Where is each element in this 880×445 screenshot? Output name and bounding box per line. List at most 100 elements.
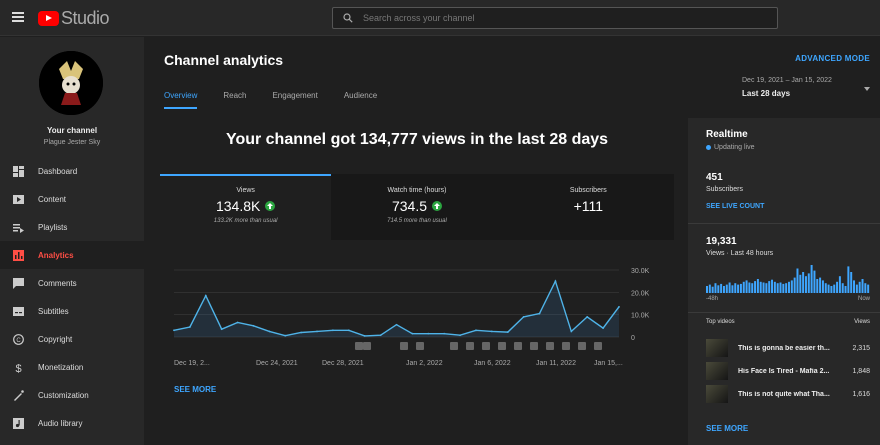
- x-tick-label: Jan 11, 2022: [536, 360, 576, 367]
- sidebar-item-customization[interactable]: Customization: [0, 381, 144, 409]
- metric-label: Subscribers: [569, 187, 607, 194]
- realtime-bar: [739, 283, 742, 293]
- metric-card-views[interactable]: Views 134.8K 133.2K more than usual: [160, 174, 332, 240]
- x-tick-label: Dec 28, 2021: [322, 360, 364, 367]
- data-point: [459, 334, 461, 337]
- advanced-mode-button[interactable]: ADVANCED MODE: [795, 54, 870, 63]
- realtime-bar: [796, 268, 799, 293]
- playlists-icon: [12, 221, 24, 233]
- data-point: [522, 316, 525, 318]
- realtime-bar: [844, 286, 847, 293]
- data-point: [427, 332, 430, 335]
- realtime-subscribers: 451: [706, 172, 723, 183]
- y-tick-label: 20.0K: [631, 290, 650, 297]
- realtime-bar-chart: [706, 265, 870, 293]
- views-line-chart[interactable]: 30.0K 20.0K 10.0K 0 Dec 19, 2... Dec 24, 2021…: [164, 262, 664, 372]
- sidebar-item-label: Analytics: [38, 250, 74, 260]
- tab-overview[interactable]: Overview: [164, 91, 198, 109]
- video-marker-icon: [546, 342, 554, 350]
- sidebar-item-content[interactable]: Content: [0, 185, 144, 213]
- studio-logo[interactable]: Studio: [38, 8, 110, 28]
- x-tick-label: Jan 6, 2022: [474, 360, 511, 367]
- metric-value-row: +111: [503, 198, 674, 214]
- realtime-bar: [836, 281, 839, 293]
- sidebar-item-playlists[interactable]: Playlists: [0, 213, 144, 241]
- see-live-count-link[interactable]: SEE LIVE COUNT: [706, 203, 765, 210]
- y-tick-label: 0: [631, 335, 635, 342]
- video-title: This is gonna be easier th...: [738, 344, 830, 352]
- realtime-bar: [742, 281, 745, 293]
- video-marker-icon: [578, 342, 586, 350]
- video-title: His Face Is Tired - Mafia 2...: [738, 367, 830, 375]
- channel-avatar[interactable]: [39, 51, 103, 115]
- chevron-down-icon[interactable]: [864, 87, 870, 91]
- data-point: [363, 334, 366, 337]
- realtime-title: Realtime: [706, 129, 748, 140]
- realtime-bar: [751, 283, 754, 293]
- tab-engagement[interactable]: Engagement: [272, 91, 318, 100]
- sidebar-item-monetization[interactable]: $ Monetization: [0, 353, 144, 381]
- video-views: 2,315: [852, 344, 870, 352]
- realtime-bar: [737, 284, 740, 293]
- realtime-bar: [841, 283, 844, 293]
- realtime-bar: [819, 277, 822, 293]
- menu-icon[interactable]: [12, 12, 24, 22]
- metric-card-watch-time[interactable]: Watch time (hours) 734.5 714.5 more than…: [331, 174, 503, 240]
- customization-icon: [12, 389, 24, 401]
- sidebar-item-subtitles[interactable]: Subtitles: [0, 297, 144, 325]
- realtime-bar: [850, 272, 853, 293]
- sidebar-item-comments[interactable]: Comments: [0, 269, 144, 297]
- search-input[interactable]: [363, 13, 743, 23]
- sidebar-item-analytics[interactable]: Analytics: [0, 241, 144, 269]
- sidebar-item-audio-library[interactable]: Audio library: [0, 409, 144, 437]
- realtime-see-more-link[interactable]: SEE MORE: [706, 424, 749, 433]
- axis-end-label: Now: [857, 296, 870, 302]
- realtime-bar: [858, 281, 861, 293]
- x-tick-label: Dec 19, 2...: [174, 360, 210, 367]
- data-point: [173, 329, 175, 332]
- sidebar-item-copyright[interactable]: C Copyright: [0, 325, 144, 353]
- sidebar-item-label: Audio library: [38, 418, 83, 428]
- realtime-bar: [734, 283, 737, 293]
- tab-audience[interactable]: Audience: [343, 91, 378, 100]
- channel-title: Your channel: [46, 126, 98, 135]
- data-point: [252, 324, 255, 327]
- tab-reach[interactable]: Reach: [223, 91, 247, 100]
- metric-cards: Views 134.8K 133.2K more than usual Watc…: [160, 174, 674, 240]
- top-video-row[interactable]: His Face Is Tired - Mafia 2... 1,848: [706, 361, 870, 381]
- top-video-row[interactable]: This is not quite what Tha... 1,616: [706, 384, 870, 404]
- sidebar-item-label: Customization: [38, 390, 89, 400]
- realtime-bar: [802, 272, 805, 293]
- realtime-bar: [867, 284, 870, 293]
- realtime-bar: [799, 274, 802, 293]
- realtime-bar: [748, 282, 751, 293]
- data-point: [538, 312, 541, 315]
- realtime-bar: [782, 283, 785, 293]
- metric-card-subscribers[interactable]: Subscribers +111: [502, 174, 674, 240]
- realtime-bar: [776, 283, 779, 293]
- see-more-link[interactable]: SEE MORE: [174, 385, 217, 394]
- sidebar-item-dashboard[interactable]: Dashboard: [0, 157, 144, 185]
- realtime-bar: [847, 266, 850, 293]
- realtime-bar: [807, 273, 810, 293]
- realtime-bar: [717, 285, 720, 293]
- data-point: [332, 329, 334, 332]
- monetization-icon: $: [12, 361, 24, 373]
- analytics-tabs: Overview Reach Engagement Audience: [164, 91, 403, 109]
- metric-label: Views: [236, 187, 255, 194]
- video-marker-icon: [400, 342, 408, 350]
- top-video-row[interactable]: This is gonna be easier th... 2,315: [706, 338, 870, 358]
- data-point: [490, 330, 493, 333]
- realtime-bar: [788, 281, 790, 293]
- realtime-bar: [762, 282, 765, 293]
- search-bar[interactable]: [332, 7, 778, 29]
- data-point: [300, 331, 303, 334]
- video-thumbnail: [706, 339, 728, 357]
- realtime-bar: [706, 286, 708, 293]
- x-tick-label: Jan 2, 2022: [406, 360, 443, 367]
- date-range-selector[interactable]: Dec 19, 2021 – Jan 15, 2022 Last 28 days: [742, 77, 832, 98]
- main-content: Channel analytics ADVANCED MODE Overview…: [144, 37, 880, 445]
- data-point: [586, 316, 589, 318]
- video-marker-icon: [530, 342, 538, 350]
- sidebar: Your channel Plague Jester Sky Dashboard…: [0, 37, 144, 445]
